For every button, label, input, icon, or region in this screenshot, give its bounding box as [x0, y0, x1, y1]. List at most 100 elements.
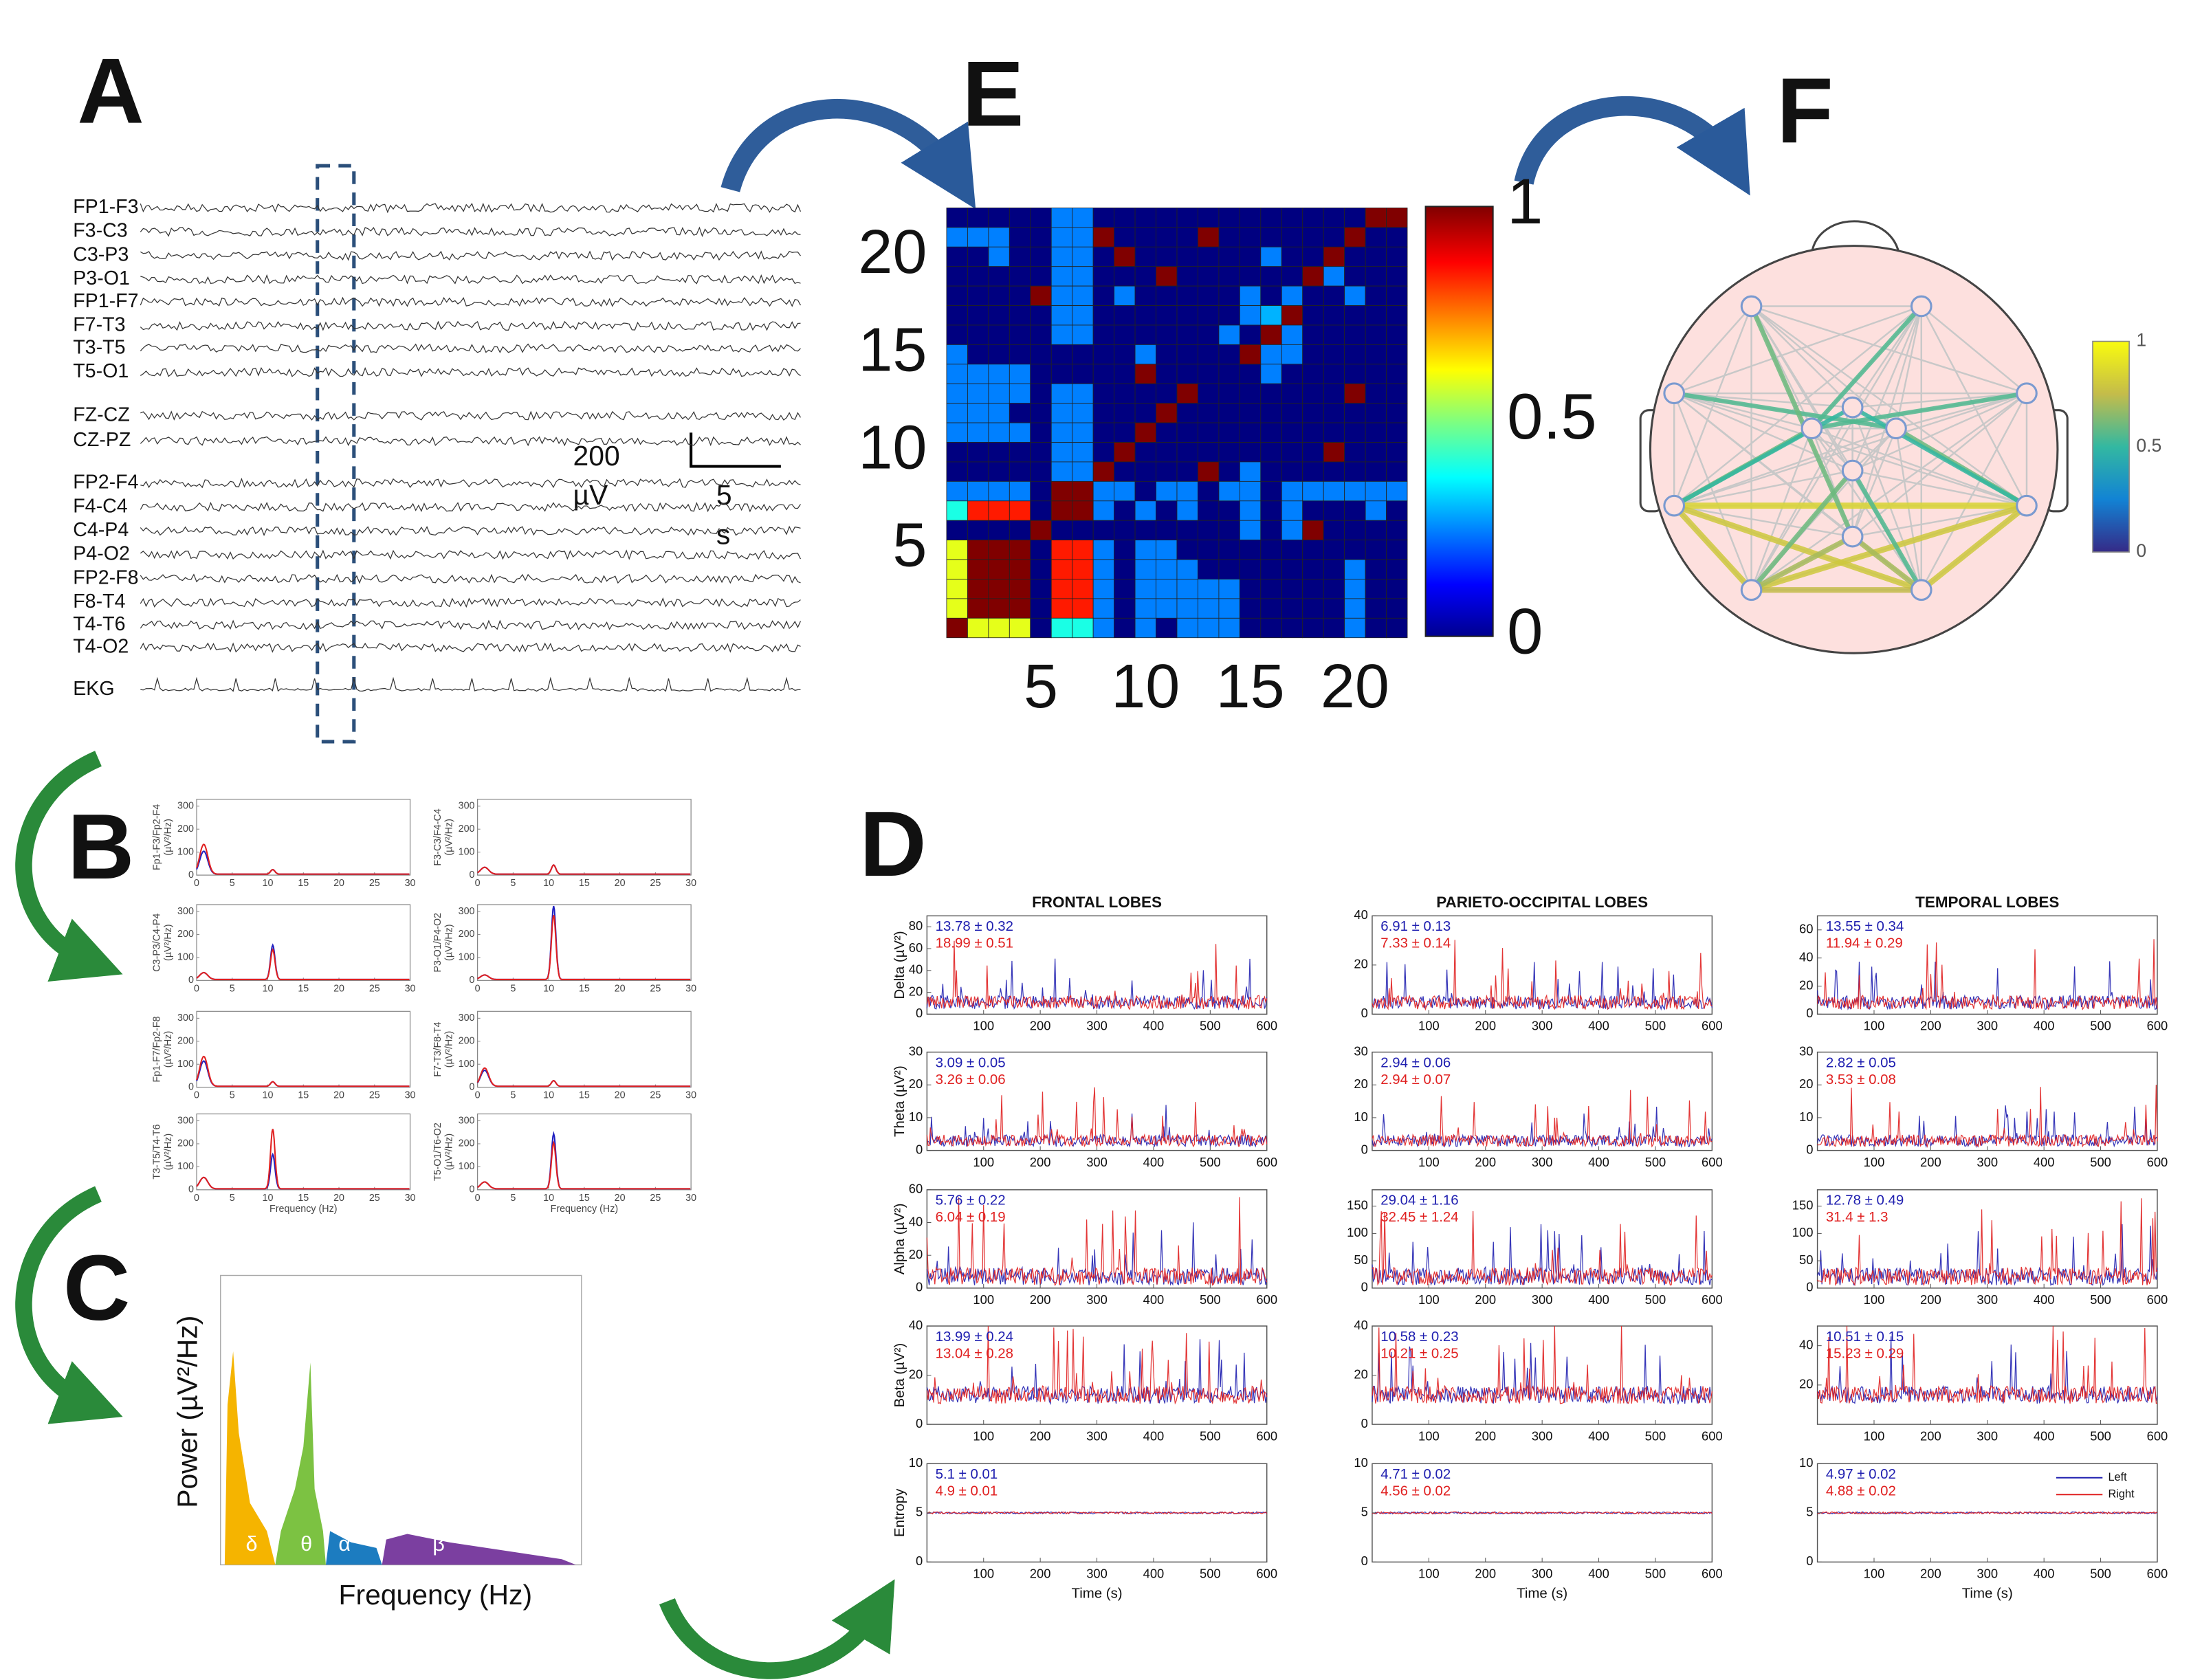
- heatmap-cell: [988, 540, 1010, 560]
- scale-time: 5: [716, 479, 732, 511]
- heatmap-cell: [1030, 344, 1052, 365]
- heatmap-cell: [1072, 266, 1094, 287]
- scale-bar: [690, 432, 781, 468]
- heatmap-cell: [1302, 617, 1324, 639]
- x-tick-label: 500: [2090, 1292, 2111, 1307]
- heatmap-cell: [1323, 383, 1345, 404]
- edge: [1809, 305, 1924, 430]
- heatmap-cell: [1156, 285, 1178, 306]
- heatmap-cell: [1365, 266, 1387, 287]
- edge: [1850, 469, 1924, 591]
- x-tick-label: 100: [1418, 1292, 1440, 1307]
- heatmap-cell: [1198, 403, 1220, 423]
- heatmap-cell: [1365, 579, 1387, 599]
- heatmap-cell: [1302, 208, 1324, 228]
- y-axis-label: Entropy: [892, 1488, 907, 1537]
- heatmap-cell: [1302, 364, 1324, 384]
- y-tick-label: 10: [909, 1455, 923, 1470]
- x-tick-label: 25: [650, 878, 661, 889]
- heatmap-cell: [1176, 266, 1198, 287]
- x-tick-label: 400: [1588, 1428, 1609, 1443]
- heatmap-cell: [1050, 540, 1073, 560]
- plot-frame: [476, 904, 692, 981]
- eeg-trace: [140, 549, 802, 560]
- background-edge: [1852, 393, 2027, 472]
- x-tick-label: 200: [1475, 1155, 1496, 1169]
- heatmap-cell: [967, 285, 989, 306]
- trace: [1372, 1211, 1713, 1286]
- heatmap-cell: [1386, 383, 1408, 404]
- heatmap-cell: [1114, 540, 1136, 560]
- heatmap-cell: [1344, 617, 1366, 639]
- plot-frame: [196, 904, 411, 981]
- y-tick-label: 100: [177, 952, 194, 963]
- heatmap-cell: [946, 500, 968, 521]
- heatmap-cell: [1072, 364, 1094, 384]
- heatmap-cell: [1156, 559, 1178, 579]
- x-tick-label: 20: [333, 1193, 344, 1204]
- y-tick-label: 10: [858, 413, 927, 482]
- heatmap-cell: [1344, 364, 1366, 384]
- y-axis-label: C3-P3/C4-P4: [152, 914, 163, 972]
- x-tick-label: 10: [543, 878, 554, 889]
- y-tick-label: 300: [177, 906, 194, 917]
- eeg-trace: [140, 501, 801, 513]
- panel-label: C: [63, 1236, 130, 1340]
- eeg-trace: [140, 410, 802, 421]
- background-edge: [1851, 428, 1897, 538]
- edge: [1673, 502, 1923, 593]
- x-tick-label: 600: [2147, 1019, 2168, 1033]
- x-tick-label: 200: [1920, 1155, 1941, 1169]
- heatmap-cell: [1114, 324, 1136, 345]
- edge: [1672, 503, 1754, 593]
- x-tick-label: 600: [1702, 1292, 1723, 1307]
- y-tick-label: 0: [916, 1416, 923, 1430]
- eeg-trace: [140, 296, 802, 307]
- trace: [1816, 1326, 2157, 1404]
- heatmap-cell: [1050, 461, 1073, 482]
- heatmap-cell: [1092, 559, 1115, 579]
- heatmap-cell: [1176, 480, 1198, 502]
- x-tick-label: 0: [475, 1090, 481, 1101]
- heatmap-cell: [1198, 559, 1220, 579]
- heatmap-cell: [1302, 227, 1324, 247]
- heatmap-cell: [1218, 461, 1240, 482]
- y-tick-label: 60: [1799, 922, 1813, 936]
- spectrum-line: [477, 915, 691, 980]
- heatmap-cell: [1156, 364, 1178, 384]
- heatmap-cell: [1009, 285, 1031, 306]
- heatmap-cell: [1030, 520, 1052, 541]
- heatmap-cell: [1386, 559, 1408, 579]
- x-axis-label: Time (s): [1962, 1587, 2013, 1602]
- heatmap-cell: [946, 442, 968, 463]
- band-label: δ: [246, 1532, 258, 1556]
- heatmap-cell: [1030, 579, 1052, 599]
- heatmap-cell: [1198, 227, 1220, 247]
- x-tick-label: 10: [263, 1193, 274, 1204]
- heatmap-cell: [988, 617, 1010, 639]
- stat-annotation: 13.55 ± 0.34: [1826, 919, 1904, 934]
- plot-frame: [926, 1051, 1268, 1151]
- x-tick-label: 600: [1256, 1019, 1277, 1033]
- x-tick-label: 15: [579, 1090, 590, 1101]
- heatmap-cell: [1344, 344, 1366, 365]
- trace: [1817, 1511, 2158, 1515]
- x-tick-label: 400: [1143, 1155, 1165, 1169]
- heatmap-cell: [1239, 500, 1262, 521]
- heatmap-cell: [1302, 383, 1324, 404]
- heatmap-cell: [1260, 520, 1282, 541]
- heatmap-cell: [1092, 540, 1115, 560]
- heatmap-cell: [1386, 422, 1408, 443]
- heatmap-cell: [1134, 442, 1156, 463]
- y-tick-label: 60: [909, 1182, 923, 1196]
- heatmap-cell: [1156, 403, 1178, 423]
- edge: [1749, 469, 1855, 592]
- heatmap-cell: [1198, 285, 1220, 306]
- y-tick-label: 0: [1361, 1280, 1368, 1294]
- stat-annotation: 29.04 ± 1.16: [1380, 1193, 1458, 1208]
- heatmap-cell: [1072, 598, 1094, 619]
- heatmap-cell: [1281, 246, 1303, 267]
- heatmap-cell: [1239, 617, 1262, 639]
- heatmap-cell: [1239, 208, 1262, 228]
